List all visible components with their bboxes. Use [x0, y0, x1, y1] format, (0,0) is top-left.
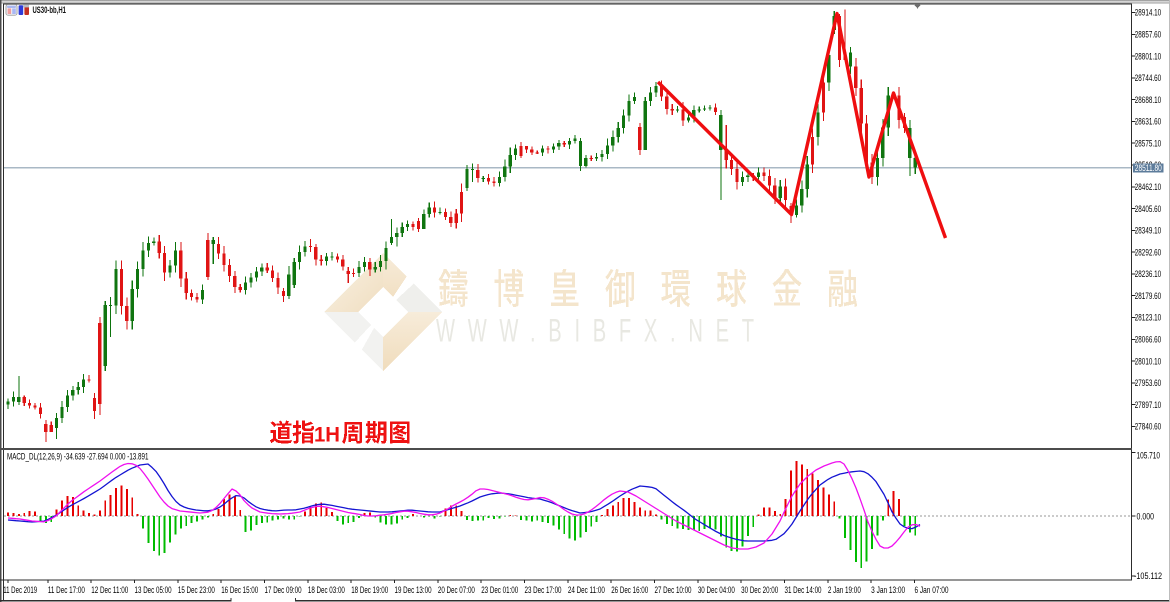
svg-text:28179.60: 28179.60 [1135, 291, 1161, 301]
svg-text:12 Dec 11:00: 12 Dec 11:00 [91, 585, 128, 595]
svg-text:28349.10: 28349.10 [1135, 226, 1161, 236]
svg-text:28292.60: 28292.60 [1135, 247, 1161, 257]
svg-text:24 Dec 11:00: 24 Dec 11:00 [568, 585, 605, 595]
svg-text:WWW.BIBFX.NET: WWW.BIBFX.NET [436, 313, 767, 349]
svg-text:28236.10: 28236.10 [1135, 269, 1161, 279]
svg-text:30 Dec 20:00: 30 Dec 20:00 [741, 585, 778, 595]
svg-text:-105.112: -105.112 [1134, 571, 1162, 581]
svg-text:28801.10: 28801.10 [1135, 51, 1161, 61]
svg-text:28066.60: 28066.60 [1135, 334, 1161, 344]
svg-text:28857.60: 28857.60 [1135, 29, 1161, 39]
svg-text:27840.60: 27840.60 [1135, 422, 1161, 432]
svg-text:17 Dec 09:00: 17 Dec 09:00 [265, 585, 302, 595]
svg-text:23 Dec 01:00: 23 Dec 01:00 [481, 585, 518, 595]
svg-text:16 Dec 15:00: 16 Dec 15:00 [221, 585, 258, 595]
svg-text:27 Dec 10:00: 27 Dec 10:00 [655, 585, 692, 595]
svg-text:20 Dec 07:00: 20 Dec 07:00 [438, 585, 475, 595]
svg-text:26 Dec 16:00: 26 Dec 16:00 [611, 585, 648, 595]
svg-text:US30-bb,H1: US30-bb,H1 [33, 5, 67, 15]
svg-text:28575.10: 28575.10 [1135, 138, 1161, 148]
svg-text:28914.10: 28914.10 [1135, 8, 1161, 18]
svg-text:30 Dec 04:00: 30 Dec 04:00 [698, 585, 735, 595]
svg-text:28631.60: 28631.60 [1135, 117, 1161, 127]
svg-text:18 Dec 19:00: 18 Dec 19:00 [351, 585, 388, 595]
svg-text:MACD_DL(12,26,9) -34.639 -27.6: MACD_DL(12,26,9) -34.639 -27.694 0.000 -… [7, 452, 149, 462]
svg-text:28744.60: 28744.60 [1135, 73, 1161, 83]
svg-text:3 Jan 13:00: 3 Jan 13:00 [871, 585, 905, 595]
svg-text:6 Jan 07:00: 6 Jan 07:00 [915, 585, 949, 595]
svg-text:15 Dec 23:00: 15 Dec 23:00 [178, 585, 215, 595]
svg-text:0.000: 0.000 [1137, 511, 1155, 521]
svg-text:23 Dec 17:00: 23 Dec 17:00 [525, 585, 562, 595]
svg-text:27897.10: 27897.10 [1135, 400, 1161, 410]
svg-text:27953.60: 27953.60 [1135, 378, 1161, 388]
svg-text:28511.80: 28511.80 [1135, 163, 1162, 173]
svg-text:13 Dec 05:00: 13 Dec 05:00 [135, 585, 172, 595]
svg-text:11 Dec 2019: 11 Dec 2019 [3, 585, 37, 595]
svg-text:105.710: 105.710 [1137, 451, 1161, 461]
svg-text:28405.60: 28405.60 [1135, 204, 1161, 214]
svg-text:28010.10: 28010.10 [1135, 356, 1161, 366]
svg-text:18 Dec 03:00: 18 Dec 03:00 [308, 585, 345, 595]
svg-text:2 Jan 19:00: 2 Jan 19:00 [828, 585, 861, 595]
svg-text:31 Dec 14:00: 31 Dec 14:00 [785, 585, 822, 595]
svg-text:19 Dec 13:00: 19 Dec 13:00 [395, 585, 432, 595]
svg-text:28462.10: 28462.10 [1135, 182, 1161, 192]
svg-text:28688.10: 28688.10 [1135, 95, 1161, 105]
svg-text:1H: 1H [314, 423, 340, 447]
svg-text:11 Dec 17:00: 11 Dec 17:00 [48, 585, 85, 595]
svg-text:28123.10: 28123.10 [1135, 313, 1161, 323]
